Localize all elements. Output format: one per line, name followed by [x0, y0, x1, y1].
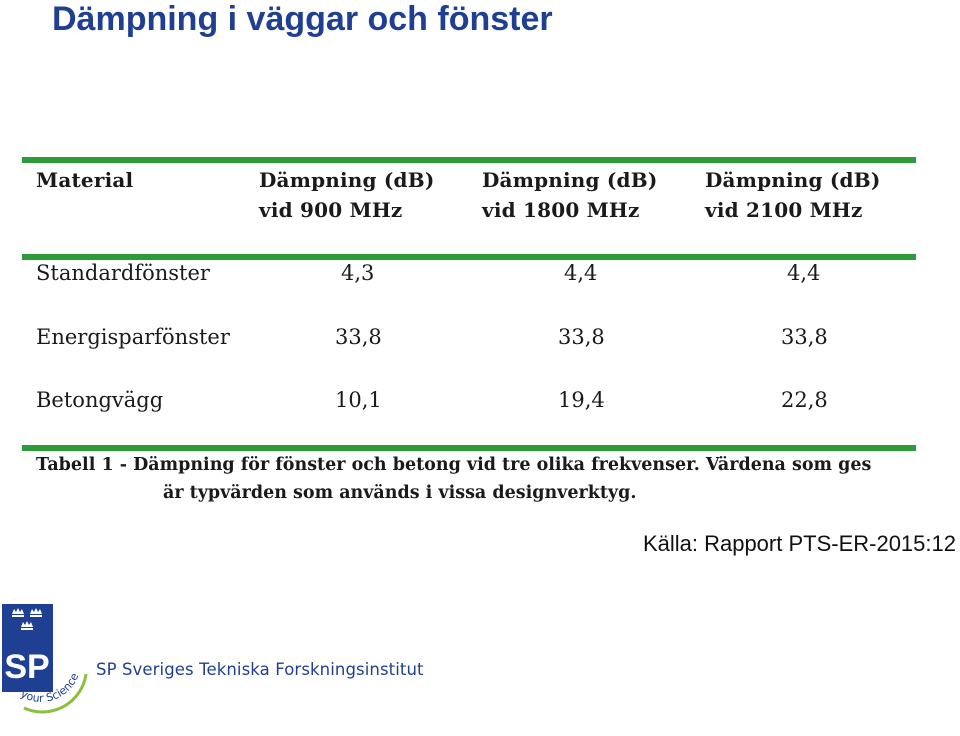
header-material: Material	[36, 168, 134, 192]
header-2100: Dämpning (dB) vid 2100 MHz	[705, 168, 881, 222]
table-row-material: Betongvägg	[36, 388, 164, 412]
header-1800: Dämpning (dB) vid 1800 MHz	[482, 168, 658, 222]
table-cell-value: 4,4	[787, 261, 821, 285]
table-row-material: Energisparfönster	[36, 325, 230, 349]
table-cell-value: 4,3	[341, 261, 375, 285]
header-bottom-rule	[22, 254, 916, 260]
table-cell-value: 19,4	[558, 388, 605, 412]
sp-logo: SP your Science Partner	[0, 590, 92, 731]
sp-logo-graphic: SP your Science Partner	[0, 590, 88, 714]
table-caption-line-1: Tabell 1 - Dämpning för fönster och beto…	[36, 455, 872, 475]
org-name: SP Sveriges Tekniska Forskningsinstitut	[96, 660, 424, 679]
table-cell-value: 33,8	[781, 325, 828, 349]
table-bottom-rule	[22, 445, 916, 451]
table-cell-value: 33,8	[558, 325, 605, 349]
sp-logo-text: SP	[4, 648, 49, 686]
table-cell-value: 22,8	[781, 388, 828, 412]
table-cell-value: 33,8	[335, 325, 382, 349]
source-citation: Källa: Rapport PTS-ER-2015:12	[642, 531, 956, 556]
table-top-rule	[22, 157, 916, 163]
table-cell-value: 4,4	[564, 261, 598, 285]
table-caption-line-2: är typvärden som används i vissa designv…	[163, 483, 637, 503]
table-row-material: Standardfönster	[36, 261, 210, 285]
table-cell-value: 10,1	[335, 388, 382, 412]
page-title: Dämpning i väggar och fönster	[52, 0, 553, 38]
header-900: Dämpning (dB) vid 900 MHz	[259, 168, 435, 222]
